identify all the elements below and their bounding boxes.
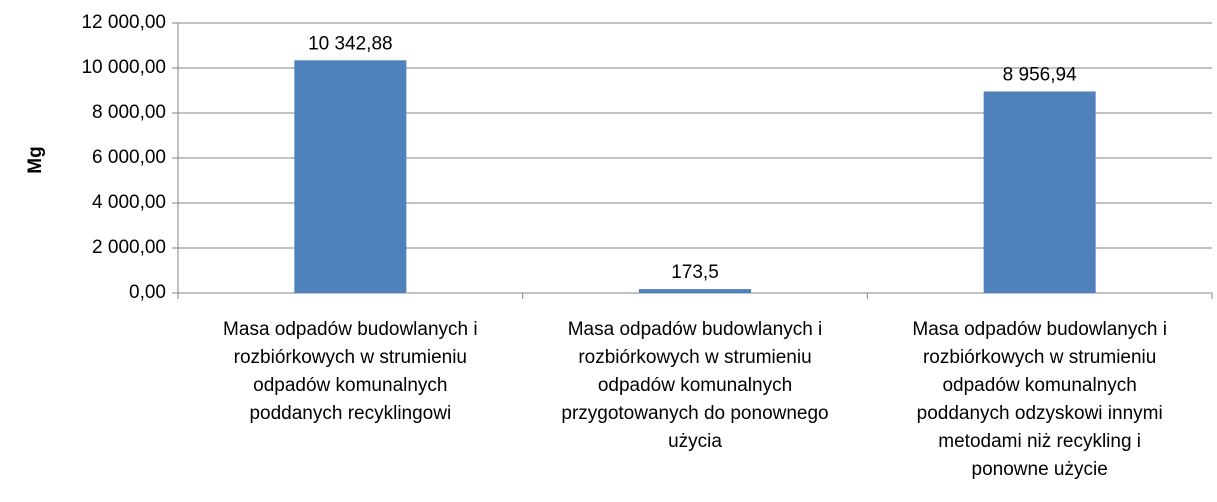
- x-tick-label: Masa odpadów budowlanych i: [568, 319, 823, 340]
- data-label: 8 956,94: [1003, 64, 1077, 85]
- x-tick-label: poddanych recyklingowi: [249, 403, 451, 424]
- y-tick-label: 0,00: [129, 282, 166, 303]
- y-tick-label: 4 000,00: [92, 192, 166, 213]
- x-tick-label: użycia: [668, 431, 722, 452]
- x-tick-label: przygotowanych do ponownego: [561, 403, 828, 424]
- bar: [639, 289, 751, 293]
- y-axis-label: Mg: [25, 146, 46, 173]
- bar: [294, 60, 407, 293]
- x-tick-label: Masa odpadów budowlanych i: [223, 319, 478, 340]
- x-tick-label: odpadów komunalnych: [253, 375, 447, 396]
- x-tick-label: Masa odpadów budowlanych i: [912, 319, 1167, 340]
- y-tick-label: 12 000,00: [81, 12, 166, 33]
- data-label: 10 342,88: [308, 33, 393, 54]
- y-tick-label: 6 000,00: [92, 147, 166, 168]
- y-tick-label: 8 000,00: [92, 102, 166, 123]
- x-tick-label: poddanych odzyskowi innymi: [917, 403, 1163, 424]
- x-tick-label: metodami niż recykling i: [938, 431, 1141, 452]
- x-tick-label: rozbiórkowych w strumieniu: [578, 347, 811, 368]
- x-tick-label: ponowne użycie: [972, 459, 1108, 480]
- x-tick-label: odpadów komunalnych: [942, 375, 1136, 396]
- x-tick-label: rozbiórkowych w strumieniu: [234, 347, 467, 368]
- x-tick-label: rozbiórkowych w strumieniu: [923, 347, 1156, 368]
- bar: [983, 91, 1096, 294]
- data-label: 173,5: [671, 262, 719, 283]
- x-tick-label: odpadów komunalnych: [598, 375, 792, 396]
- y-tick-label: 2 000,00: [92, 237, 166, 258]
- y-tick-label: 10 000,00: [81, 57, 166, 78]
